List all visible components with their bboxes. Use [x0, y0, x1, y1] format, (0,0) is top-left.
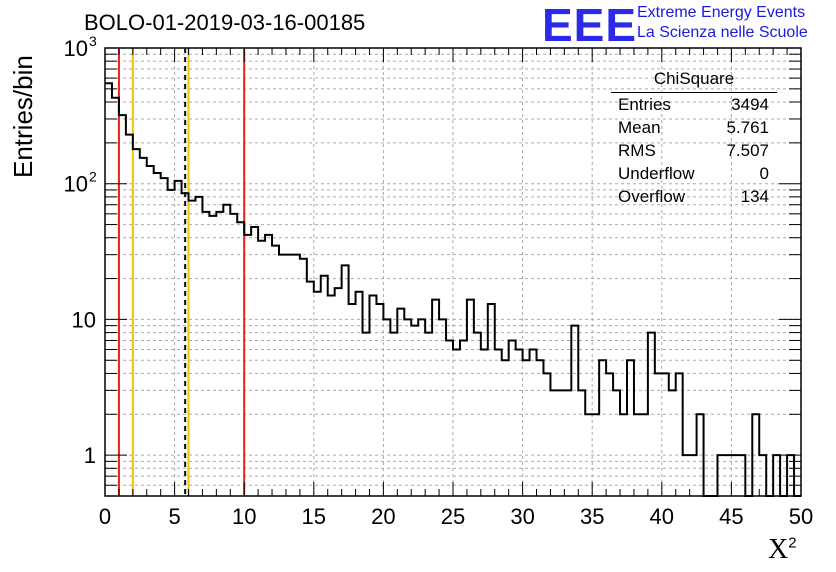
y-tick-label: 1 — [84, 443, 96, 468]
grid-lines — [105, 48, 801, 497]
stats-box: ChiSquare Entries 3494 Mean 5.761 RMS 7.… — [611, 66, 777, 208]
x-tick-labels: 0 5 10 15 20 25 30 35 40 45 50 — [99, 504, 813, 529]
y-tick-label: 10 — [64, 36, 88, 61]
stats-row: RMS 7.507 — [611, 139, 777, 162]
x-tick-label: 20 — [371, 504, 395, 529]
stats-label: Overflow — [618, 187, 686, 206]
x-tick-label: 15 — [302, 504, 326, 529]
x-tick-label: 0 — [99, 504, 111, 529]
stats-row: Underflow 0 — [611, 162, 777, 185]
eee-logo: EEE — [542, 0, 638, 51]
x-tick-label: 45 — [719, 504, 743, 529]
stats-label: Underflow — [618, 164, 695, 183]
x-tick-label: 30 — [510, 504, 534, 529]
y-tick-label: 10 — [64, 172, 88, 197]
stats-value: 3494 — [731, 95, 769, 114]
stats-row: Mean 5.761 — [611, 116, 777, 139]
stats-label: Entries — [618, 95, 671, 114]
reference-lines — [117, 48, 246, 496]
histogram-series — [105, 82, 801, 497]
x-axis-label-sup: 2 — [788, 534, 797, 552]
axis-ticks — [104, 48, 802, 497]
x-tick-label: 35 — [580, 504, 604, 529]
stats-row: Entries 3494 — [611, 93, 777, 116]
x-axis-label: X2 — [768, 534, 797, 566]
logo-line-1: Extreme Energy Events — [637, 4, 806, 21]
y-tick-label: 10 — [72, 307, 96, 332]
x-axis-label-base: X — [768, 534, 789, 565]
y-tick-label-exponent: 2 — [89, 169, 97, 185]
stats-value: 134 — [740, 187, 769, 206]
stats-value: 0 — [759, 164, 769, 183]
logo-line-2: La Scienza nelle Scuole — [637, 24, 808, 41]
stats-value: 7.507 — [726, 141, 769, 160]
stats-title: ChiSquare — [611, 66, 777, 93]
x-tick-label: 40 — [650, 504, 674, 529]
x-tick-label: 25 — [441, 504, 465, 529]
y-axis-label: Entries/bin — [8, 55, 38, 178]
x-tick-label: 5 — [168, 504, 180, 529]
stats-row: Overflow 134 — [611, 185, 777, 208]
stats-label: RMS — [618, 141, 656, 160]
y-tick-label-exponent: 3 — [89, 33, 97, 49]
x-tick-label: 50 — [789, 504, 813, 529]
stats-value: 5.761 — [726, 118, 769, 137]
chart-title: BOLO-01-2019-03-16-00185 — [84, 10, 366, 35]
x-tick-label: 10 — [232, 504, 256, 529]
stats-label: Mean — [618, 118, 661, 137]
